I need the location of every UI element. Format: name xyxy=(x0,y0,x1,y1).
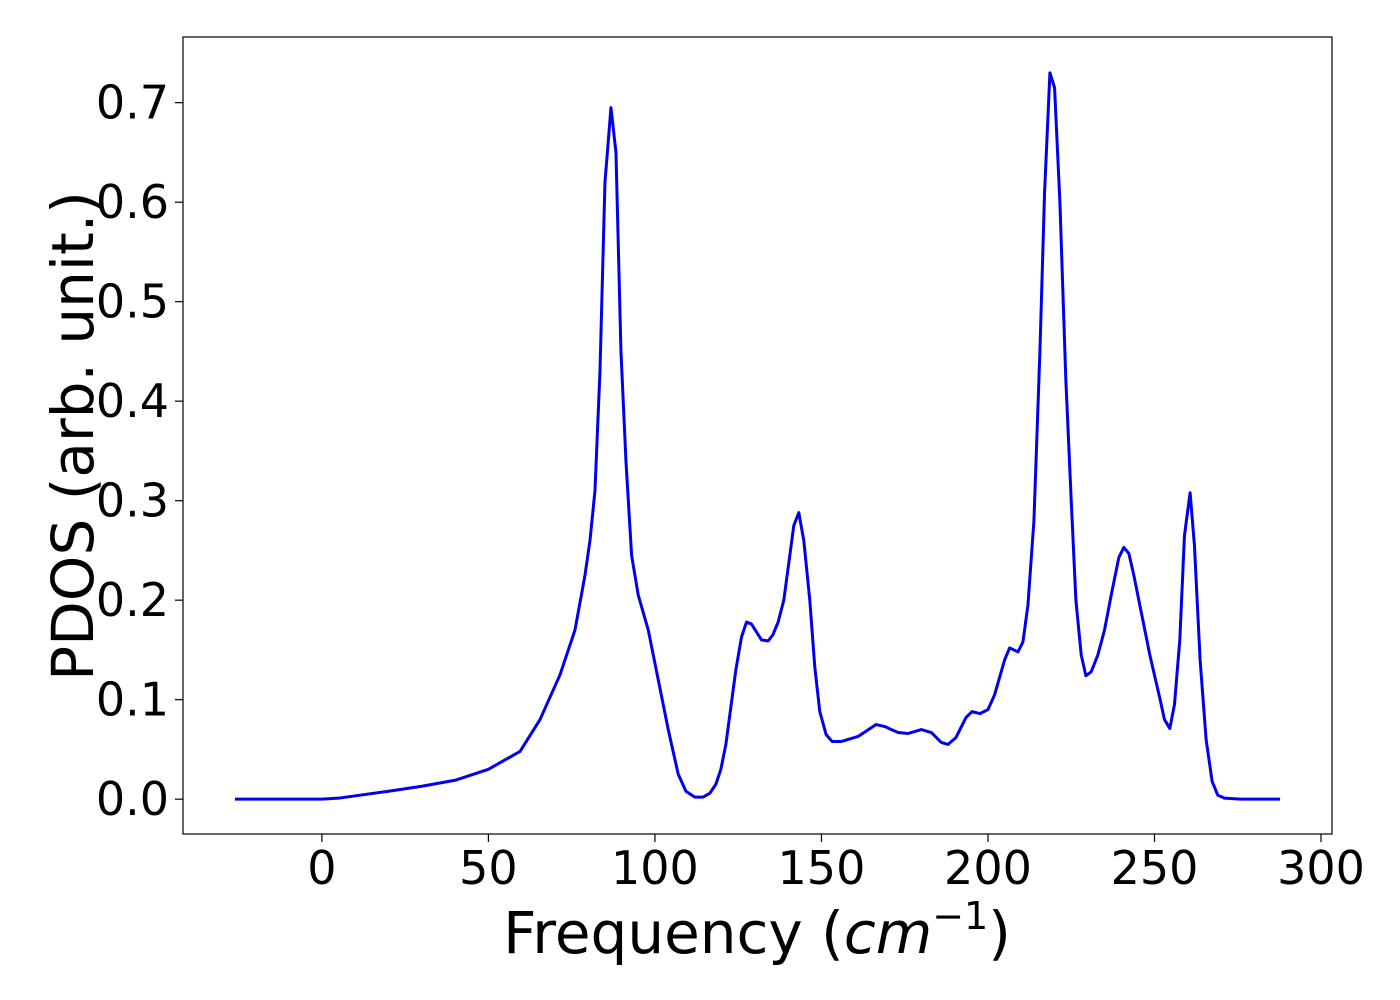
x-tick-label: 200 xyxy=(944,841,1032,895)
y-tick-label: 0.2 xyxy=(96,573,169,627)
x-tick-label: 250 xyxy=(1111,841,1199,895)
y-tick-label: 0.4 xyxy=(96,374,169,428)
y-tick-label: 0.0 xyxy=(96,772,169,826)
x-tick-label: 50 xyxy=(459,841,518,895)
x-axis-label-text: Frequency ( xyxy=(503,899,844,967)
x-axis-label-close: ) xyxy=(988,899,1011,967)
y-tick-label: 0.3 xyxy=(96,474,169,528)
x-tick-label: 150 xyxy=(778,841,866,895)
x-axis-label-unit: cm xyxy=(844,899,932,967)
x-tick-label: 0 xyxy=(307,841,336,895)
plot-frame xyxy=(182,36,1333,835)
data-line xyxy=(234,71,1281,801)
y-tick-label: 0.5 xyxy=(96,275,169,329)
x-tick-label: 100 xyxy=(611,841,699,895)
y-tick-label: 0.1 xyxy=(96,673,169,727)
x-tick-label: 300 xyxy=(1277,841,1365,895)
x-axis-label-exponent: −1 xyxy=(932,894,988,938)
x-axis-label: Frequency (cm−1) xyxy=(503,894,1011,967)
y-axis-label: PDOS (arb. unit.) xyxy=(39,191,107,681)
y-tick-label: 0.6 xyxy=(96,175,169,229)
y-tick-label: 0.7 xyxy=(96,76,169,130)
